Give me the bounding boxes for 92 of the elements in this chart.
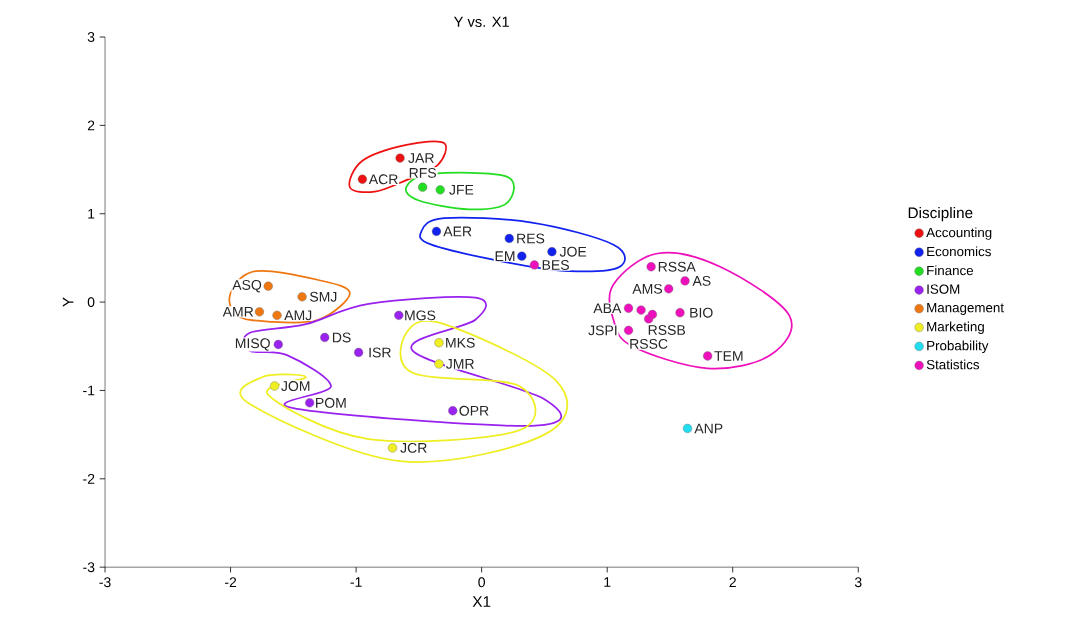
- point: [547, 247, 557, 257]
- annotation: JSPI: [588, 325, 617, 336]
- point: [529, 260, 539, 270]
- annotation: MGS: [405, 310, 436, 321]
- point: [305, 398, 315, 408]
- point: [703, 351, 713, 361]
- annotation: RSSC: [630, 338, 668, 349]
- annotation: JOE: [559, 246, 587, 257]
- point: [269, 381, 280, 391]
- x-tick-label: -3: [99, 577, 111, 588]
- legend-title: Discipline: [908, 206, 973, 222]
- y-tick-label: 2: [87, 120, 95, 131]
- x-tick-label: -1: [350, 577, 362, 587]
- annotation: OPR: [459, 405, 489, 416]
- legend-label: Finance: [927, 265, 974, 276]
- point: [394, 310, 404, 320]
- point: [647, 309, 657, 319]
- annotation: RSSA: [658, 261, 696, 272]
- y-tick-label: -2: [83, 473, 95, 484]
- point: [636, 305, 646, 315]
- x-tick-label: 3: [854, 577, 862, 588]
- point: [354, 347, 364, 357]
- annotation: ANP: [694, 423, 723, 434]
- annotation: RSSB: [648, 325, 686, 335]
- legend-label: Probability: [927, 340, 989, 353]
- annotation: ASQ: [232, 279, 262, 293]
- point: [273, 339, 283, 349]
- annotation: ISR: [369, 347, 391, 358]
- point: [504, 233, 514, 243]
- annotation: AMR: [222, 306, 254, 317]
- x-tick-label: 2: [729, 577, 736, 587]
- point: [272, 310, 282, 320]
- annotation: AMJ: [284, 310, 312, 321]
- y-axis-title: Y: [62, 297, 74, 307]
- annotation: RES: [517, 233, 545, 244]
- legend-label: Marketing: [927, 321, 984, 334]
- legend-label: Accounting: [926, 227, 992, 240]
- x-tick-label: -2: [224, 577, 237, 587]
- point: [297, 292, 307, 302]
- annotation: MKS: [446, 337, 475, 348]
- annotation: TEM: [714, 351, 743, 361]
- y-tick-label: 0: [87, 297, 95, 307]
- annotation: JCR: [400, 442, 427, 453]
- point: [431, 226, 442, 236]
- annotation: AER: [443, 226, 472, 237]
- y-tick-label: -3: [83, 562, 95, 573]
- point: [682, 423, 693, 433]
- annotation: POM: [316, 397, 346, 408]
- point: [320, 332, 330, 342]
- annotation: EM: [495, 251, 515, 261]
- point: [448, 406, 458, 416]
- point: [254, 307, 265, 317]
- point: [263, 281, 273, 291]
- point: [646, 262, 656, 272]
- point: [664, 284, 674, 294]
- annotation: BIO: [690, 307, 713, 318]
- legend-label: Management: [927, 302, 1004, 315]
- annotation: AS: [692, 275, 711, 286]
- point: [434, 359, 444, 369]
- annotation: JOM: [281, 380, 310, 391]
- point: [517, 251, 527, 261]
- x-axis-title: X1: [472, 596, 491, 607]
- point: [387, 443, 398, 453]
- annotation: AMS: [632, 283, 663, 294]
- y-tick-label: -1: [83, 385, 95, 396]
- point: [434, 338, 444, 348]
- point: [623, 325, 634, 335]
- annotation: JMR: [445, 358, 474, 369]
- annotation: JFE: [449, 184, 474, 195]
- y-tick-label: 3: [87, 31, 95, 42]
- legend-label: Statistics: [926, 359, 980, 370]
- y-tick-label: 1: [88, 208, 95, 219]
- annotation: SMJ: [309, 291, 337, 302]
- annotation: DS: [332, 332, 351, 343]
- annotation: ABA: [593, 303, 622, 313]
- point: [435, 185, 445, 195]
- legend-label: ISOM: [927, 284, 960, 294]
- x-tick-label: 1: [604, 577, 611, 587]
- point: [623, 303, 634, 313]
- x-tick-label: 0: [478, 577, 485, 588]
- annotation: ACR: [368, 174, 398, 185]
- point: [395, 153, 405, 163]
- point: [357, 174, 367, 184]
- annotation: JAR: [408, 153, 434, 163]
- chart-title: Y vs. X1: [453, 16, 509, 27]
- legend-label: Economics: [927, 246, 991, 257]
- point: [418, 182, 428, 192]
- annotation: RFS: [409, 167, 437, 178]
- point: [680, 276, 690, 286]
- annotation: BES: [542, 259, 569, 270]
- point: [675, 307, 685, 318]
- annotation: MISQ: [235, 338, 270, 351]
